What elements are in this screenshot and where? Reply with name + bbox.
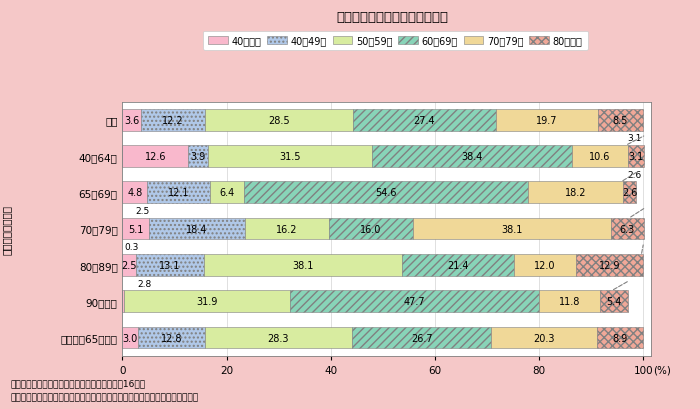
Bar: [628, 146, 644, 167]
Text: 27.4: 27.4: [414, 115, 435, 125]
Bar: [138, 327, 205, 348]
Bar: [122, 182, 148, 204]
Text: 同居している主な介護者の年齢: 同居している主な介護者の年齢: [336, 11, 448, 25]
Text: 3.9: 3.9: [190, 152, 206, 162]
Text: 2.5: 2.5: [136, 207, 150, 216]
Bar: [598, 110, 643, 131]
Text: 19.7: 19.7: [536, 115, 558, 125]
Bar: [205, 327, 352, 348]
Bar: [538, 291, 600, 312]
Text: 6.4: 6.4: [220, 188, 235, 198]
Text: 2.8: 2.8: [137, 279, 151, 288]
Bar: [141, 110, 205, 131]
Legend: 40歳未満, 40～49歳, 50～59歳, 60～69歳, 70～79歳, 80歳以上: 40歳未満, 40～49歳, 50～59歳, 60～69歳, 70～79歳, 8…: [204, 31, 587, 51]
Bar: [122, 254, 136, 276]
Text: 要介護者等の年齢: 要介護者等の年齢: [2, 204, 12, 254]
Bar: [148, 182, 211, 204]
Text: 12.9: 12.9: [599, 260, 620, 270]
Text: 47.7: 47.7: [403, 297, 425, 306]
Text: 8.5: 8.5: [613, 115, 628, 125]
Bar: [573, 146, 628, 167]
Text: 54.6: 54.6: [375, 188, 397, 198]
Bar: [329, 218, 412, 240]
Bar: [611, 218, 644, 240]
Text: 20.3: 20.3: [533, 333, 554, 343]
Bar: [496, 110, 598, 131]
Bar: [402, 254, 514, 276]
Text: 6.3: 6.3: [620, 224, 635, 234]
Text: 12.6: 12.6: [145, 152, 166, 162]
Text: 28.5: 28.5: [268, 115, 290, 125]
Text: 31.9: 31.9: [197, 297, 218, 306]
Text: 4.8: 4.8: [127, 188, 143, 198]
Bar: [244, 182, 528, 204]
Text: 21.4: 21.4: [447, 260, 468, 270]
Text: 16.0: 16.0: [360, 224, 382, 234]
Bar: [149, 218, 245, 240]
Text: 26.7: 26.7: [411, 333, 433, 343]
Bar: [354, 110, 496, 131]
Bar: [136, 254, 204, 276]
Text: 3.1: 3.1: [628, 134, 642, 143]
Text: 12.1: 12.1: [168, 188, 190, 198]
Bar: [245, 218, 329, 240]
Bar: [576, 254, 643, 276]
Text: 18.4: 18.4: [186, 224, 208, 234]
Text: (%): (%): [654, 365, 671, 375]
Text: 3.1: 3.1: [628, 152, 643, 162]
Text: 2.5: 2.5: [121, 260, 136, 270]
Text: 3.0: 3.0: [122, 333, 138, 343]
Bar: [122, 146, 188, 167]
Bar: [209, 146, 372, 167]
Bar: [122, 218, 149, 240]
Text: 11.8: 11.8: [559, 297, 580, 306]
Bar: [290, 291, 538, 312]
Text: 38.1: 38.1: [501, 224, 522, 234]
Text: 0.3: 0.3: [124, 243, 139, 252]
Bar: [412, 218, 611, 240]
Bar: [372, 146, 573, 167]
Text: 38.1: 38.1: [292, 260, 314, 270]
Bar: [122, 327, 138, 348]
Text: 18.2: 18.2: [565, 188, 587, 198]
Text: 10.6: 10.6: [589, 152, 610, 162]
Text: 12.2: 12.2: [162, 115, 184, 125]
Bar: [122, 110, 141, 131]
Text: 13.1: 13.1: [159, 260, 181, 270]
Bar: [600, 291, 628, 312]
Bar: [122, 291, 124, 312]
Bar: [597, 327, 643, 348]
Bar: [528, 182, 623, 204]
Text: （注）「総数」には、要介護者等の年齢不詳、主な介護者の年齢不詳を含む。: （注）「総数」には、要介護者等の年齢不詳、主な介護者の年齢不詳を含む。: [10, 393, 199, 402]
Text: 38.4: 38.4: [462, 152, 483, 162]
Text: 31.5: 31.5: [280, 152, 301, 162]
Text: 8.9: 8.9: [612, 333, 628, 343]
Text: 16.2: 16.2: [276, 224, 298, 234]
Text: 3.6: 3.6: [124, 115, 139, 125]
Bar: [623, 182, 636, 204]
Text: 28.3: 28.3: [267, 333, 289, 343]
Text: 2.6: 2.6: [628, 170, 642, 179]
Text: 12.0: 12.0: [534, 260, 556, 270]
Text: 5.4: 5.4: [606, 297, 622, 306]
Bar: [124, 291, 290, 312]
Bar: [188, 146, 209, 167]
Text: 12.8: 12.8: [161, 333, 182, 343]
Bar: [211, 182, 244, 204]
Text: 資料：厚生労働省「国民生活基礎調査」（平成16年）: 資料：厚生労働省「国民生活基礎調査」（平成16年）: [10, 378, 146, 387]
Bar: [491, 327, 597, 348]
Bar: [514, 254, 576, 276]
Bar: [204, 254, 402, 276]
Bar: [205, 110, 354, 131]
Text: 5.1: 5.1: [128, 224, 144, 234]
Bar: [352, 327, 491, 348]
Text: 2.6: 2.6: [622, 188, 637, 198]
